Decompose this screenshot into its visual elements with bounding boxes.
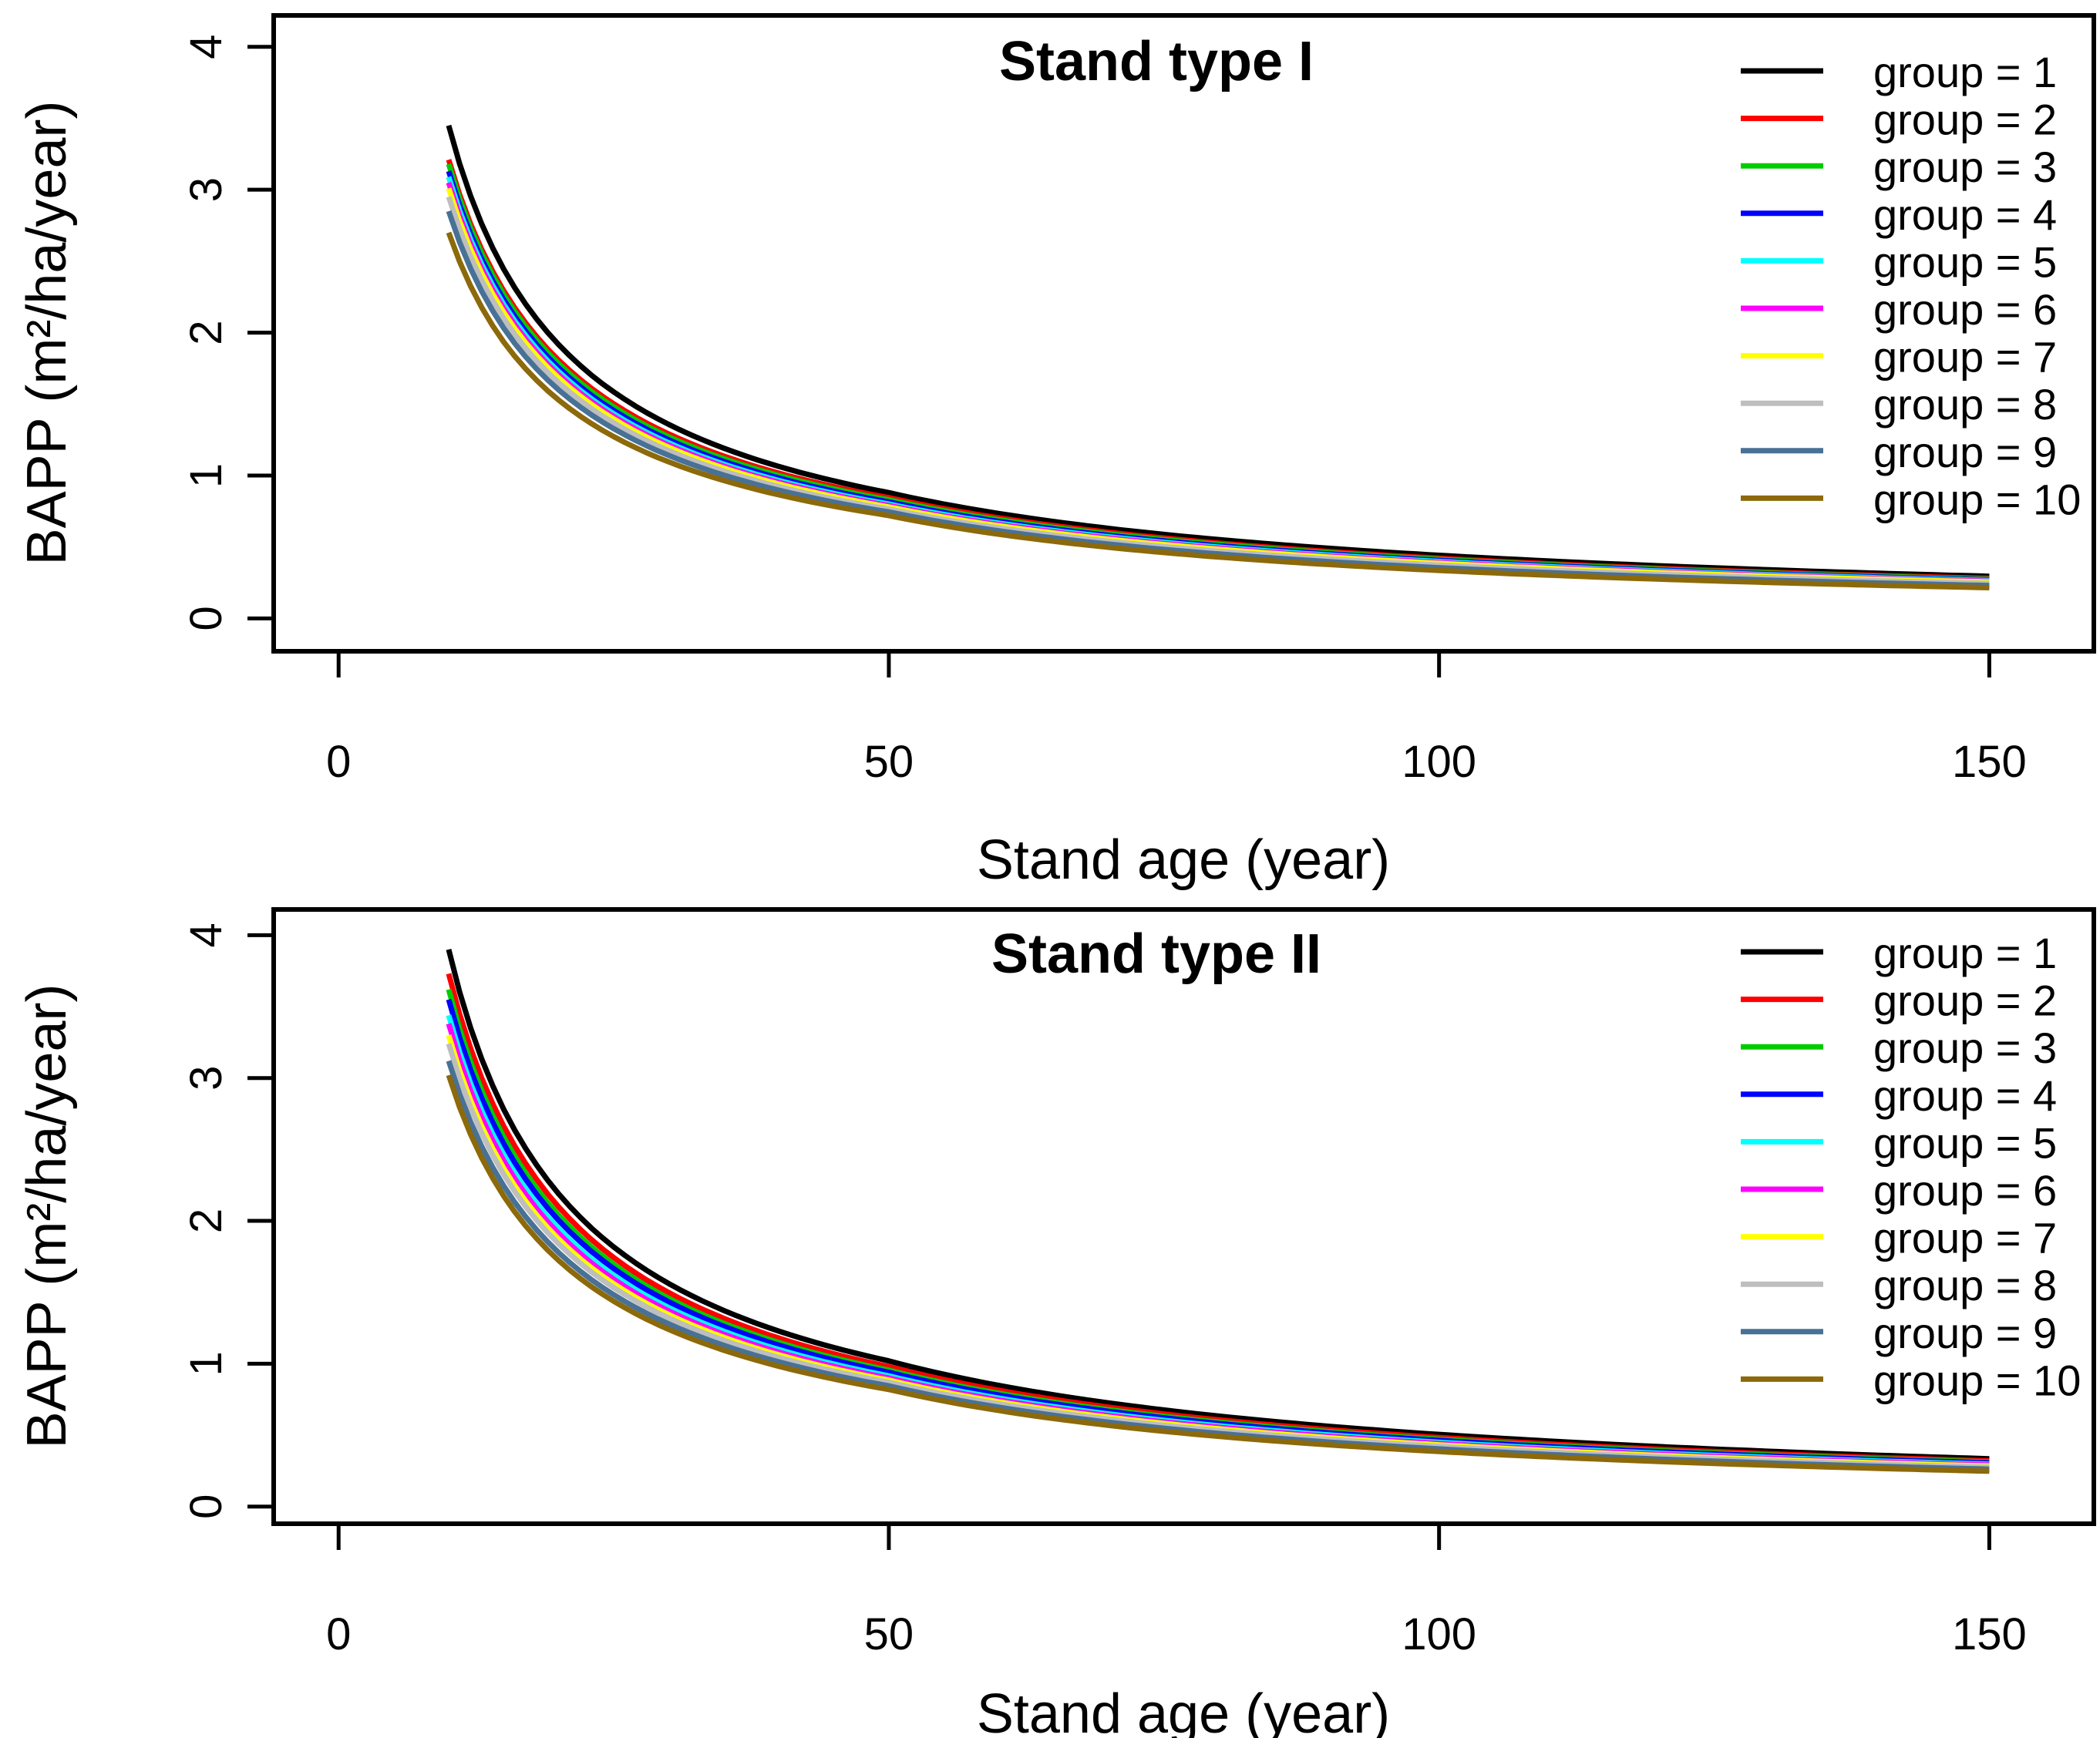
panel-2-y-axis-label: BAPP (m²/ha/year)	[16, 984, 78, 1449]
legend-label: group = 1	[1873, 929, 2057, 977]
x-tick-label: 50	[864, 737, 914, 787]
y-tick-label: 1	[181, 1351, 231, 1376]
legend-label: group = 10	[1873, 1356, 2081, 1404]
panel-2-axes: 0 50 100 150 0 1 2 3 4	[181, 907, 2096, 1659]
panel-1-x-axis-label: Stand age (year)	[977, 829, 1390, 891]
plot-box	[271, 907, 2096, 1526]
y-tick-label: 4	[181, 35, 231, 59]
legend-label: group = 9	[1873, 1309, 2057, 1357]
y-tick-label: 2	[181, 1209, 231, 1233]
legend-label: group = 5	[1873, 1118, 2057, 1167]
legend-label: group = 6	[1873, 285, 2057, 334]
curve-group3	[446, 163, 1990, 582]
panel-2-x-axis-label: Stand age (year)	[977, 1683, 1390, 1738]
panel-1-y-axis-label: BAPP (m²/ha/year)	[16, 101, 78, 566]
panel-2-curves	[446, 949, 1990, 1474]
curve-group5	[446, 1014, 1990, 1467]
x-tick-label: 100	[1402, 1609, 1476, 1659]
curve-group4	[446, 170, 1990, 583]
curve-group7	[446, 1034, 1990, 1469]
y-tick-label: 2	[181, 320, 231, 345]
legend-label: group = 7	[1873, 333, 2057, 382]
y-tick-label: 1	[181, 463, 231, 488]
y-tick-label: 4	[181, 923, 231, 947]
curve-group2	[446, 159, 1990, 581]
curve-group1	[446, 949, 1990, 1462]
curve-group9	[446, 210, 1990, 589]
legend-label: group = 8	[1873, 380, 2057, 429]
curve-group8	[446, 196, 1990, 587]
curve-group7	[446, 187, 1990, 585]
legend-label: group = 4	[1873, 190, 2057, 239]
curve-group9	[446, 1060, 1990, 1472]
curve-group6	[446, 181, 1990, 584]
curve-group1	[446, 124, 1990, 580]
curve-group8	[446, 1043, 1990, 1471]
x-tick-label: 50	[864, 1609, 914, 1659]
legend-label: group = 8	[1873, 1261, 2057, 1309]
legend-label: group = 6	[1873, 1166, 2057, 1215]
curve-group3	[446, 988, 1990, 1465]
panel-1-curves	[446, 124, 1990, 590]
legend-label: group = 5	[1873, 237, 2057, 286]
x-tick-label: 150	[1952, 1609, 2027, 1659]
curve-group5	[446, 176, 1990, 583]
curve-group10	[446, 231, 1990, 590]
y-tick-label: 3	[181, 1066, 231, 1091]
y-tick-label: 0	[181, 606, 231, 630]
curve-group10	[446, 1074, 1990, 1474]
legend-label: group = 7	[1873, 1214, 2057, 1262]
x-tick-label: 0	[326, 737, 351, 787]
x-tick-label: 0	[326, 1609, 351, 1659]
legend-label: group = 9	[1873, 428, 2057, 476]
panel-2-title: Stand type II	[991, 923, 1321, 985]
legend-label: group = 2	[1873, 96, 2057, 144]
x-tick-label: 100	[1402, 737, 1476, 787]
panel-1-axes: 0 50 100 150 0 1 2 3 4	[181, 13, 2096, 787]
curve-group6	[446, 1023, 1990, 1468]
y-tick-label: 0	[181, 1494, 231, 1519]
legend-label: group = 3	[1873, 143, 2057, 191]
legend-label: group = 4	[1873, 1071, 2057, 1120]
curve-group4	[446, 998, 1990, 1466]
panel-1-title: Stand type I	[999, 31, 1314, 92]
y-tick-label: 3	[181, 177, 231, 202]
legend-label: group = 10	[1873, 475, 2081, 523]
legend-label: group = 2	[1873, 977, 2057, 1025]
legend-label: group = 3	[1873, 1024, 2057, 1072]
legend-label: group = 1	[1873, 48, 2057, 96]
x-tick-label: 150	[1952, 737, 2027, 787]
